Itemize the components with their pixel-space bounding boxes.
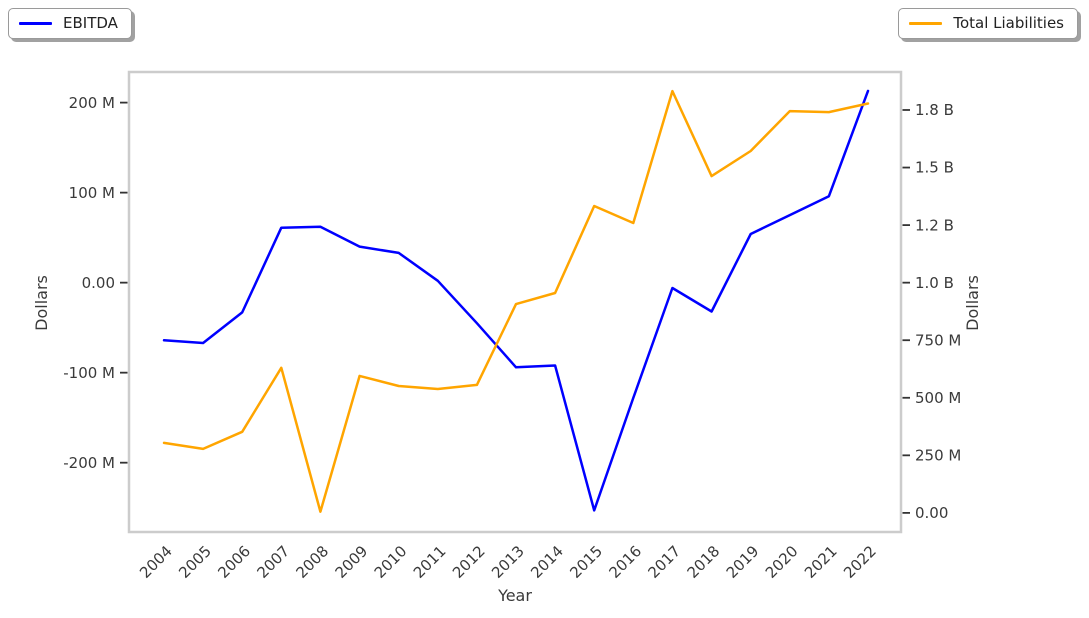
right-tick-label: 250 M (915, 447, 961, 465)
left-axis-title: Dollars (32, 275, 51, 331)
x-tick-label: 2005 (175, 542, 215, 582)
right-tick-label: 1.8 B (915, 101, 954, 119)
x-tick-label: 2013 (488, 542, 528, 582)
x-tick-label: 2021 (801, 542, 841, 582)
x-tick-label: 2015 (566, 542, 606, 582)
left-tick-label: 0.00 (82, 274, 115, 292)
total-liabilities-legend-label: Total Liabilities (953, 14, 1064, 32)
x-tick-label: 2004 (136, 542, 176, 582)
ebitda-legend-label: EBITDA (63, 14, 118, 32)
right-axis-title: Dollars (963, 275, 982, 331)
x-axis-title: Year (497, 586, 532, 605)
x-tick-label: 2010 (371, 542, 411, 582)
x-tick-label: 2022 (840, 542, 880, 582)
left-tick-label: 100 M (69, 184, 115, 202)
left-tick-label: -200 M (63, 454, 115, 472)
x-tick-label: 2016 (605, 542, 645, 582)
x-tick-label: 2008 (293, 542, 333, 582)
right-tick-label: 500 M (915, 389, 961, 407)
legend-ebitda: EBITDA (8, 8, 132, 39)
ebitda-line (162, 89, 870, 512)
right-tick-label: 1.2 B (915, 216, 954, 234)
total-liabilities-line (162, 89, 870, 513)
x-tick-label: 2017 (645, 542, 685, 582)
x-tick-label: 2009 (332, 542, 372, 582)
right-tick-label: 750 M (915, 331, 961, 349)
x-tick-label: 2006 (214, 542, 254, 582)
x-tick-label: 2018 (684, 542, 724, 582)
left-tick-label: -100 M (63, 364, 115, 382)
x-tick-label: 2014 (527, 542, 567, 582)
legend-total-liabilities: Total Liabilities (898, 8, 1078, 39)
x-tick-label: 2020 (762, 542, 802, 582)
right-tick-label: 1.5 B (915, 159, 954, 177)
right-tick-label: 0.00 (915, 504, 948, 522)
x-tick-label: 2011 (410, 542, 450, 582)
x-tick-label: 2019 (723, 542, 763, 582)
x-tick-label: 2007 (253, 542, 293, 582)
right-tick-label: 1.0 B (915, 274, 954, 292)
total-liabilities-legend-line (909, 21, 943, 25)
left-tick-label: 200 M (69, 94, 115, 112)
plot-border (127, 70, 903, 534)
ebitda-legend-line (19, 21, 52, 25)
x-tick-label: 2012 (449, 542, 489, 582)
